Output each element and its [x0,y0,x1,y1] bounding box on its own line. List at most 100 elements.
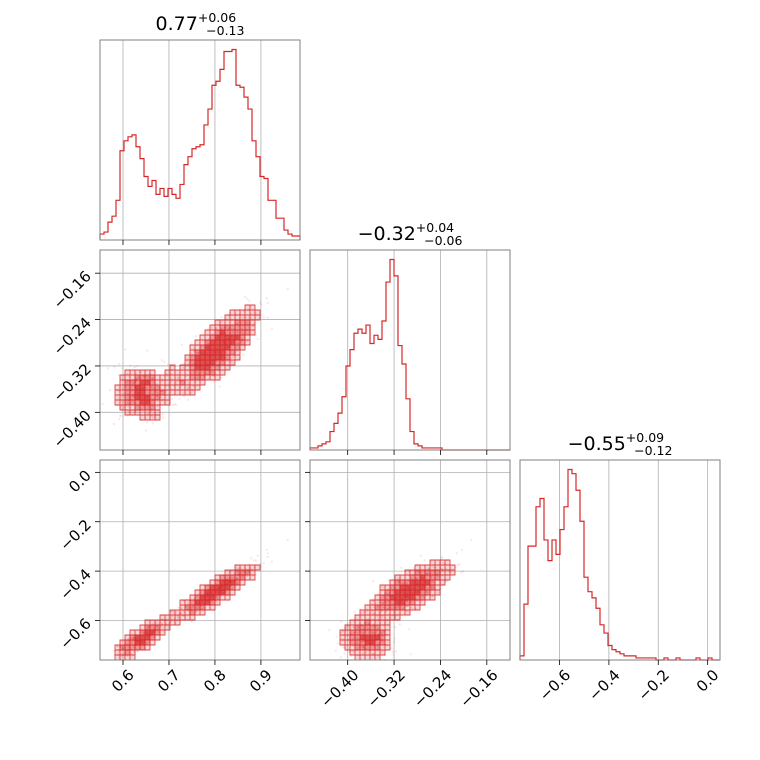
sample-point [255,559,258,562]
sample-point [256,554,259,557]
sample-point [151,422,154,425]
sample-point [195,606,198,610]
sample-point [391,650,394,654]
sample-point [207,370,210,373]
sample-point [232,352,236,355]
sample-point [137,376,141,379]
sample-point [240,327,243,330]
sample-point [251,325,254,328]
ticks-1-0 [95,272,262,455]
sample-point [408,628,411,631]
sample-point [185,356,188,359]
sample-point [190,606,193,610]
sample-point [196,371,199,374]
sample-point [196,376,199,380]
sample-point [200,370,203,373]
sample-point [242,310,245,313]
sample-point [241,332,245,335]
panel-hist-0: 0.77+0.06 −0.13 [99,10,301,245]
x-tick-labels-param-1: −0.40 −0.32 −0.24 −0.16 [317,666,501,711]
sample-point [190,620,193,623]
sample-point [182,611,186,614]
sample-point [117,374,120,377]
sample-point [393,640,396,643]
sample-point [171,397,174,400]
sample-point [167,363,170,366]
sample-point [215,327,218,330]
sample-point [190,355,193,358]
sample-point [220,376,223,379]
sample-point [150,402,154,405]
sample-point [218,385,221,388]
sample-point [131,637,134,640]
y-tick-label-1: −0.4 [56,565,94,603]
sample-point [130,385,133,388]
sample-point [196,607,199,610]
sample-point [121,647,125,650]
sample-point [207,372,210,375]
sample-point [213,380,216,383]
sample-point [176,376,179,379]
sample-point [221,360,225,363]
sample-point [340,620,343,624]
y-tick-label-1: −0.32 [50,360,95,405]
sample-point [244,295,247,299]
sample-point [161,390,164,393]
sample-point [146,641,149,644]
sample-point [226,330,229,334]
sample-point [147,625,150,628]
sample-point [197,606,200,610]
sample-point [201,605,205,608]
sample-point [343,652,346,655]
sample-point [194,335,197,338]
sample-point [336,642,339,645]
sample-point [236,581,239,584]
ticks-2-1 [305,471,488,665]
sample-point [242,570,245,573]
sample-point [240,577,243,580]
sample-point [151,377,154,380]
sample-point [334,649,337,652]
sample-point [186,381,190,384]
sample-point [132,637,135,640]
sample-point [150,625,153,628]
sample-point [240,340,243,343]
sample-point [150,415,153,418]
sample-point [245,571,248,575]
sample-point [220,327,223,330]
sample-point [162,416,165,419]
sample-point [259,301,262,304]
sample-point [129,364,132,367]
y-tick-label-0: −0.40 [50,406,95,451]
sample-point [151,622,154,625]
sample-point [186,387,189,390]
sample-point [126,381,129,384]
y-tick-label-3: 0.0 [65,466,95,496]
sample-point [235,570,239,573]
sample-point [197,592,200,595]
sample-point [252,566,255,569]
sample-point [116,396,119,399]
sample-point [236,342,240,345]
sample-point [150,397,153,400]
sample-point [235,577,239,580]
panel-2d-2-1: −0.40 −0.32 −0.24 −0.16 [305,459,511,711]
sample-point [270,327,273,330]
sample-point [156,391,159,394]
sample-point [195,371,198,374]
sample-point [237,572,241,576]
sample-point [192,385,195,388]
sample-point [187,362,190,365]
sample-point [177,380,180,383]
contour-level-2 [134,329,241,406]
sample-point [132,395,135,398]
y-tick-labels-param-2: −0.6 −0.4 −0.2 0.0 [56,466,94,653]
sample-point [112,649,115,652]
sample-point [145,642,148,645]
sample-point [196,351,199,355]
sample-point [165,622,168,625]
sample-point [146,391,149,394]
sample-point [121,401,125,404]
sample-point [106,367,109,370]
